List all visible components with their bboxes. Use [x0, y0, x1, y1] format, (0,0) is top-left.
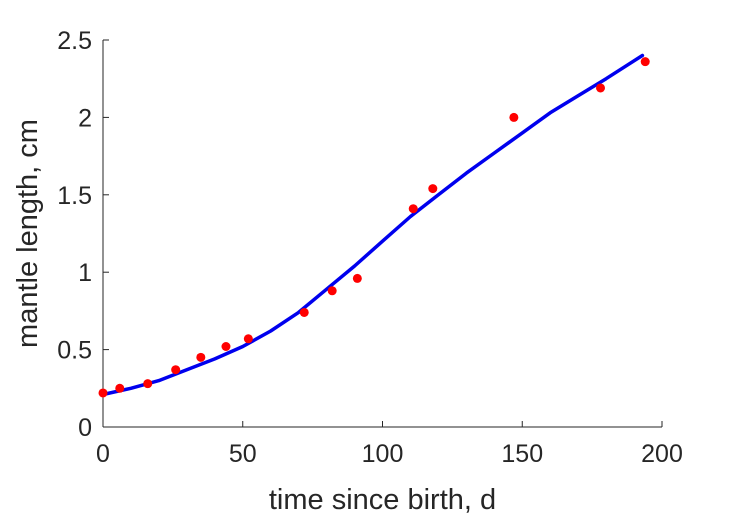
data-point	[428, 184, 438, 194]
data-point	[221, 342, 231, 352]
data-point	[299, 307, 309, 317]
data-point	[196, 352, 206, 362]
data-point	[327, 286, 337, 296]
x-tick-label: 100	[362, 440, 404, 468]
data-point	[171, 365, 181, 375]
data-point	[408, 204, 418, 214]
data-point	[115, 383, 125, 393]
data-point	[509, 112, 519, 122]
data-point	[596, 83, 606, 93]
fitted-curve	[101, 53, 645, 397]
x-tick-label: 200	[641, 440, 683, 468]
x-tick-label: 50	[229, 440, 257, 468]
x-tick-label: 0	[96, 440, 110, 468]
data-point	[640, 57, 650, 67]
y-tick-label: 1	[78, 259, 92, 287]
y-tick-label: 0.5	[57, 337, 92, 365]
fitted-curve-layer	[101, 53, 645, 397]
x-tick-label: 150	[501, 440, 543, 468]
y-tick-label: 0	[78, 414, 92, 442]
data-points-layer	[98, 57, 650, 398]
y-tick-label: 2.5	[57, 27, 92, 55]
data-point	[98, 388, 108, 398]
y-tick-label: 1.5	[57, 182, 92, 210]
y-axis-label: mantle length, cm	[12, 119, 44, 348]
y-tick-label: 2	[78, 104, 92, 132]
data-point	[352, 273, 362, 283]
axes: 0 50 100 150 200 0 0.5 1 1.5 2 2.5	[57, 27, 683, 468]
data-point	[243, 334, 253, 344]
x-axis-label: time since birth, d	[269, 484, 496, 516]
data-point	[143, 379, 153, 389]
